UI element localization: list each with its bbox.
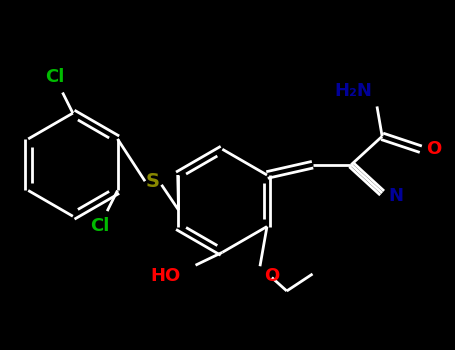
Text: Cl: Cl [45,68,65,86]
Text: HO: HO [151,266,181,285]
Text: Cl: Cl [90,217,109,235]
Text: H₂N: H₂N [334,82,372,100]
Text: O: O [265,266,280,285]
Text: S: S [146,172,160,191]
Text: O: O [426,140,441,158]
Text: N: N [388,187,403,205]
